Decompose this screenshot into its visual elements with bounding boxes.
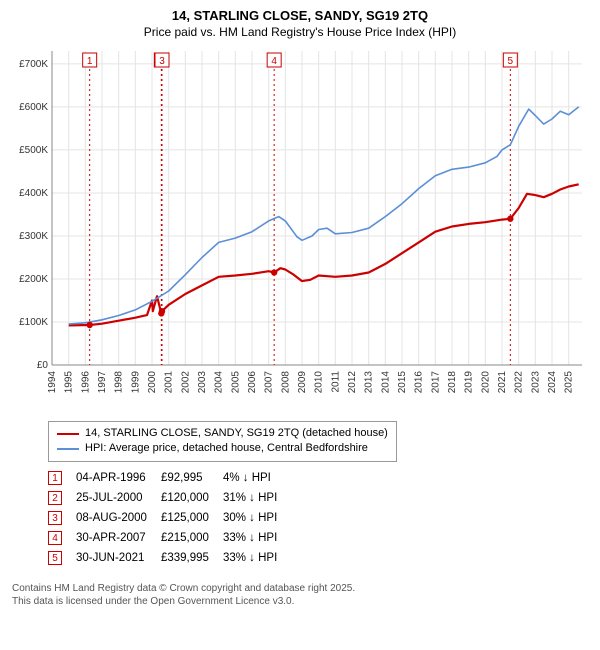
- sale-marker-icon: 2: [48, 491, 62, 505]
- footer-line: Contains HM Land Registry data © Crown c…: [12, 582, 588, 595]
- sale-price: £215,000: [161, 528, 223, 548]
- sale-price: £125,000: [161, 508, 223, 528]
- sale-marker-icon: 1: [48, 471, 62, 485]
- svg-text:2018: 2018: [447, 371, 458, 394]
- chart-title: 14, STARLING CLOSE, SANDY, SG19 2TQ: [12, 8, 588, 23]
- svg-text:2007: 2007: [264, 371, 275, 394]
- svg-text:5: 5: [508, 56, 514, 67]
- svg-text:1999: 1999: [130, 371, 141, 394]
- svg-text:£500K: £500K: [19, 145, 48, 156]
- svg-text:2024: 2024: [547, 371, 558, 394]
- sale-price: £339,995: [161, 548, 223, 568]
- svg-text:2003: 2003: [197, 371, 208, 394]
- table-row: 1 04-APR-1996£92,9954% ↓ HPI: [48, 468, 291, 488]
- sale-price: £92,995: [161, 468, 223, 488]
- svg-text:2017: 2017: [430, 371, 441, 394]
- svg-text:2012: 2012: [347, 371, 358, 394]
- svg-text:1997: 1997: [97, 371, 108, 394]
- svg-text:2016: 2016: [414, 371, 425, 394]
- svg-text:£700K: £700K: [19, 59, 48, 70]
- svg-text:2001: 2001: [164, 371, 175, 394]
- legend-item-price-paid: 14, STARLING CLOSE, SANDY, SG19 2TQ (det…: [57, 426, 388, 441]
- sale-date: 25-JUL-2000: [76, 488, 161, 508]
- svg-text:2022: 2022: [514, 371, 525, 394]
- svg-text:2009: 2009: [297, 371, 308, 394]
- sale-delta: 33% ↓ HPI: [223, 548, 291, 568]
- svg-text:3: 3: [159, 56, 165, 67]
- svg-text:2019: 2019: [464, 371, 475, 394]
- svg-text:2011: 2011: [330, 371, 341, 393]
- svg-text:2000: 2000: [147, 371, 158, 394]
- svg-text:2014: 2014: [380, 371, 391, 394]
- svg-text:£600K: £600K: [19, 102, 48, 113]
- table-row: 4 30-APR-2007£215,00033% ↓ HPI: [48, 528, 291, 548]
- legend-label: 14, STARLING CLOSE, SANDY, SG19 2TQ (det…: [85, 426, 388, 441]
- svg-text:2004: 2004: [214, 371, 225, 394]
- table-row: 2 25-JUL-2000£120,00031% ↓ HPI: [48, 488, 291, 508]
- legend-label: HPI: Average price, detached house, Cent…: [85, 441, 368, 456]
- chart-legend: 14, STARLING CLOSE, SANDY, SG19 2TQ (det…: [48, 421, 397, 462]
- svg-text:2020: 2020: [480, 371, 491, 394]
- sale-date: 04-APR-1996: [76, 468, 161, 488]
- svg-text:£300K: £300K: [19, 231, 48, 242]
- sale-delta: 4% ↓ HPI: [223, 468, 291, 488]
- svg-text:£400K: £400K: [19, 188, 48, 199]
- svg-text:1994: 1994: [47, 371, 58, 394]
- svg-text:2006: 2006: [247, 371, 258, 394]
- svg-text:2023: 2023: [530, 371, 541, 394]
- svg-text:2013: 2013: [364, 371, 375, 394]
- table-row: 5 30-JUN-2021£339,99533% ↓ HPI: [48, 548, 291, 568]
- price-chart: £0 £100K £200K £300K £400K £500K £600K £700K 199…: [12, 45, 588, 415]
- svg-text:2008: 2008: [280, 371, 291, 394]
- sale-date: 08-AUG-2000: [76, 508, 161, 528]
- svg-text:2002: 2002: [180, 371, 191, 394]
- svg-text:2010: 2010: [314, 371, 325, 394]
- sale-delta: 31% ↓ HPI: [223, 488, 291, 508]
- table-row: 3 08-AUG-2000£125,00030% ↓ HPI: [48, 508, 291, 528]
- svg-text:4: 4: [271, 56, 277, 67]
- sale-delta: 33% ↓ HPI: [223, 528, 291, 548]
- svg-text:£0: £0: [37, 360, 49, 371]
- sale-marker-icon: 4: [48, 531, 62, 545]
- sale-date: 30-APR-2007: [76, 528, 161, 548]
- footer-line: This data is licensed under the Open Gov…: [12, 595, 588, 608]
- legend-item-hpi: HPI: Average price, detached house, Cent…: [57, 441, 388, 456]
- chart-subtitle: Price paid vs. HM Land Registry's House …: [12, 25, 588, 39]
- sales-table: 104-APR-1996£92,9954% ↓ HPI225-JUL-2000£…: [48, 468, 291, 568]
- svg-text:2005: 2005: [230, 371, 241, 394]
- svg-text:1: 1: [87, 56, 93, 67]
- sale-date: 30-JUN-2021: [76, 548, 161, 568]
- svg-text:£200K: £200K: [19, 274, 48, 285]
- svg-text:1996: 1996: [80, 371, 91, 394]
- svg-text:2015: 2015: [397, 371, 408, 394]
- sale-marker-icon: 5: [48, 551, 62, 565]
- svg-text:£100K: £100K: [19, 317, 48, 328]
- sale-marker-icon: 3: [48, 511, 62, 525]
- svg-text:1995: 1995: [64, 371, 75, 394]
- sale-delta: 30% ↓ HPI: [223, 508, 291, 528]
- svg-text:2025: 2025: [564, 371, 575, 394]
- svg-text:2021: 2021: [497, 371, 508, 394]
- svg-text:1998: 1998: [114, 371, 125, 394]
- footer-attribution: Contains HM Land Registry data © Crown c…: [12, 582, 588, 608]
- sale-price: £120,000: [161, 488, 223, 508]
